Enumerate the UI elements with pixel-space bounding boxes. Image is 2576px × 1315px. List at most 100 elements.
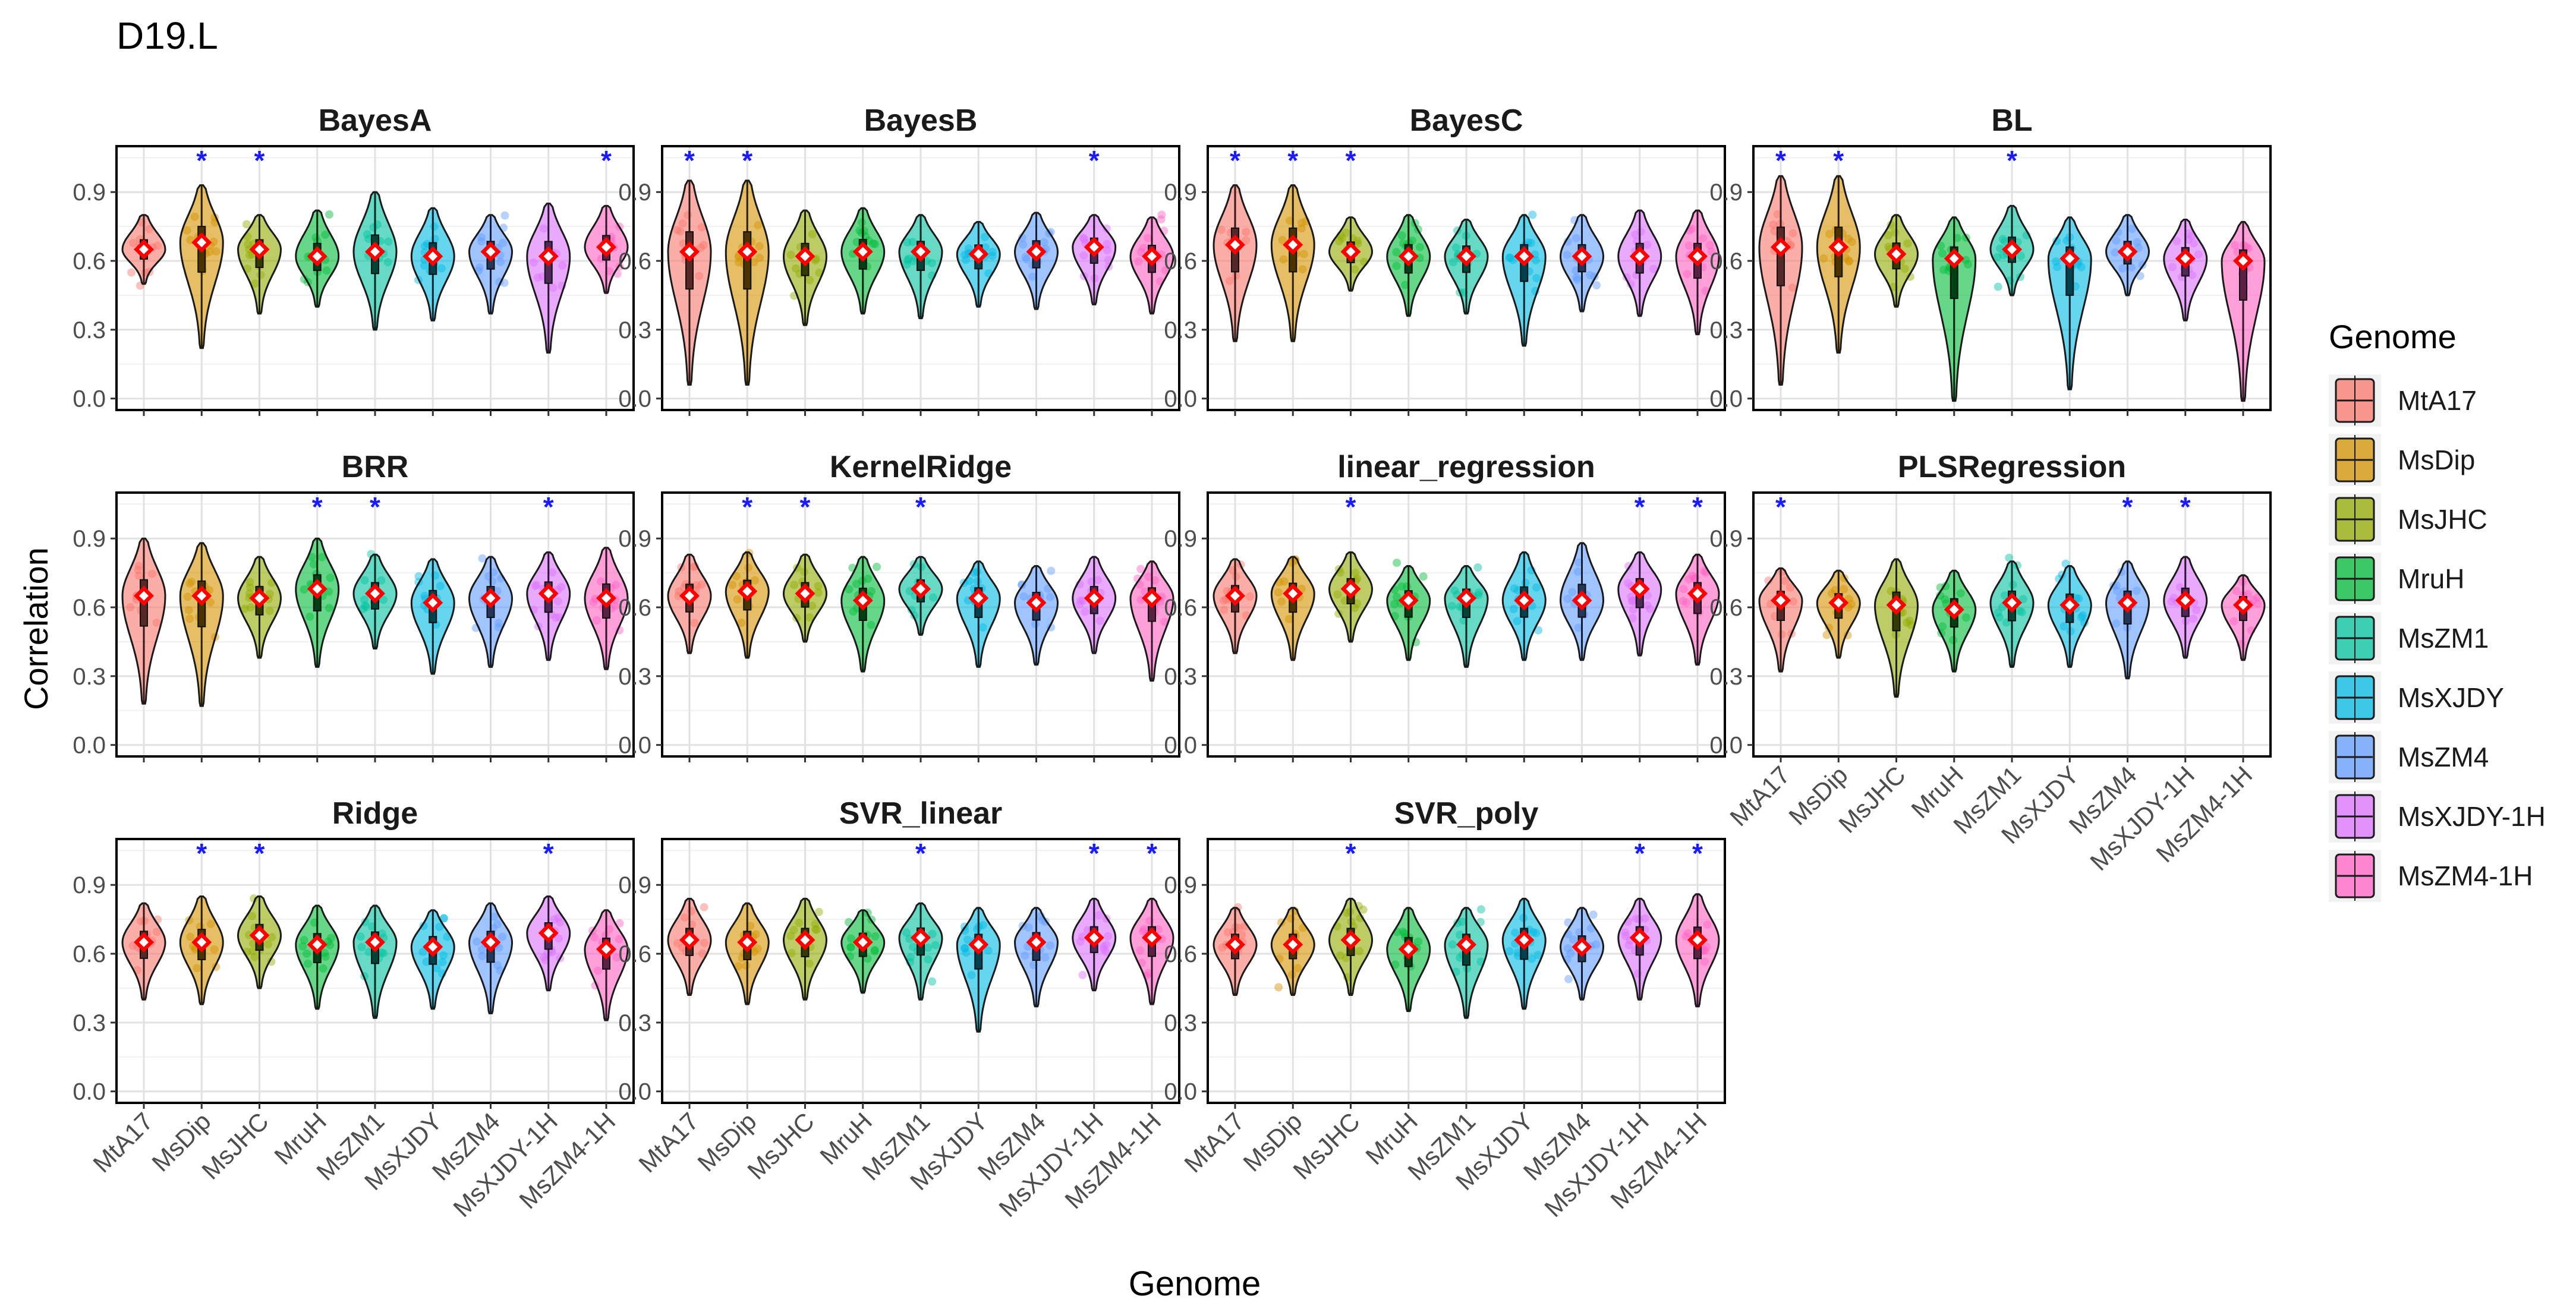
violin-mta17 (121, 537, 166, 705)
y-tick-label: 0.3 (618, 317, 651, 343)
mean-marker-center (1288, 939, 1298, 950)
mean-marker-center (1288, 240, 1298, 250)
mean-marker-center (543, 928, 553, 938)
violin-msxjdy (956, 220, 1001, 308)
jitter-point (1136, 565, 1145, 573)
mean-marker-center (2122, 247, 2133, 257)
legend-label-mszm4-1h: MsZM4-1H (2398, 860, 2533, 891)
significance-marker-msdip: * (196, 838, 207, 869)
mean-marker-center (1776, 242, 1785, 252)
violin-mta17: * (1758, 145, 1803, 386)
violin-msjhc: * (237, 145, 282, 315)
mean-marker-center (916, 247, 925, 257)
mean-marker-center (1230, 240, 1240, 250)
mean-marker-center (1346, 584, 1356, 594)
mean-marker-center (742, 937, 752, 947)
violin-msxjdy (410, 207, 455, 321)
jitter-point (1528, 210, 1537, 219)
violin-mta17 (667, 897, 712, 996)
violin-mszm1 (352, 191, 398, 331)
y-tick-label: 0.0 (1164, 733, 1197, 759)
significance-marker-msjhc: * (1346, 838, 1356, 869)
violin-msjhc (237, 556, 282, 659)
mean-marker-center (1949, 604, 1959, 614)
violin-mszm4-1h (1129, 210, 1174, 315)
jitter-point (873, 563, 881, 571)
mean-marker-center (486, 937, 496, 947)
mean-marker-center (1693, 935, 1702, 945)
violin-mszm4-1h (584, 909, 629, 1021)
violin-mszm4 (1559, 214, 1605, 313)
mean-marker-center (428, 598, 438, 608)
y-tick-label: 0.6 (618, 595, 651, 621)
y-tick-label: 0.0 (1164, 1079, 1197, 1105)
mean-marker-center (312, 251, 322, 261)
y-tick-label: 0.6 (1709, 248, 1743, 275)
y-tick-label: 0.0 (618, 1079, 651, 1105)
mean-marker-center (1403, 595, 1413, 606)
panel-linear-regression: linear_regression * * * 0.0 0.3 0.6 0.9 (1164, 450, 1726, 762)
mean-marker-center (254, 593, 264, 603)
panel-kernelridge: KernelRidge * * * 0.0 0.3 0.6 0.9 (618, 450, 1180, 762)
mean-marker-center (974, 593, 984, 603)
panels: BayesA * * * 0.0 0.3 0.6 0.9 BayesB * * * 0.0 0.3 0.6 0… (73, 103, 2272, 1222)
jitter-point (1589, 910, 1598, 919)
y-tick-label: 0.6 (618, 248, 651, 275)
violin-msjhc (1873, 214, 1919, 308)
violin-msxjdy-1h: * (526, 838, 571, 992)
mean-marker-center (1577, 595, 1587, 606)
mean-marker-center (1577, 942, 1587, 952)
violin-mszm4: * (2105, 491, 2150, 680)
violin-mszm1 (352, 904, 398, 1019)
y-tick-label: 0.9 (1709, 179, 1743, 206)
mean-marker-center (742, 247, 752, 257)
mean-marker-center (139, 937, 149, 947)
panel-title-brr: BRR (342, 450, 409, 484)
mean-marker-center (2007, 244, 2017, 254)
significance-marker-msxjdy-1h: * (2180, 491, 2191, 522)
mean-marker-center (1403, 251, 1413, 261)
legend-item-msxjdy-1h: MsXJDY-1H (2329, 790, 2546, 843)
violin-mszm1 (1444, 905, 1489, 1019)
violin-msxjdy (2047, 559, 2092, 668)
mean-marker-center (1519, 935, 1529, 945)
violin-mruh (840, 556, 886, 673)
mean-marker-center (2065, 600, 2075, 610)
mean-marker-center (543, 588, 553, 598)
violin-mszm4-1h: * (1675, 491, 1720, 666)
legend-item-mta17: MtA17 (2329, 374, 2477, 427)
significance-marker-msxjdy-1h: * (1635, 491, 1645, 522)
violin-mszm4-1h: * (1675, 838, 1720, 1008)
jitter-point (243, 220, 251, 229)
y-tick-label: 0.6 (1164, 941, 1197, 967)
legend: Genome MtA17 MsDip MsJHC MruH MsZM1 MsXJDY MsZ… (2329, 318, 2546, 902)
violin-mta17 (121, 902, 166, 1001)
violin-mszm1 (1444, 563, 1489, 668)
violin-mszm4 (468, 554, 514, 668)
jitter-point (1592, 281, 1601, 289)
mean-marker-center (370, 937, 380, 947)
y-tick-label: 0.3 (618, 1010, 651, 1036)
jitter-point (1473, 563, 1482, 572)
mean-marker-center (139, 591, 149, 601)
panel-title-plsregression: PLSRegression (1898, 450, 2126, 484)
panel-bayesc: BayesC * * * 0.0 0.3 0.6 0.9 (1164, 103, 1726, 416)
figure-title: D19.L (116, 14, 218, 57)
y-tick-label: 0.0 (73, 386, 106, 412)
mean-marker-center (1346, 247, 1356, 257)
violin-msxjdy-1h: * (1617, 491, 1662, 657)
mean-marker-center (197, 937, 207, 947)
violin-mta17 (667, 553, 712, 654)
significance-marker-msxjdy-1h: * (543, 491, 554, 522)
x-axis-title: Genome (1129, 1264, 1261, 1303)
violin-msdip (179, 542, 224, 707)
panel-title-kernelridge: KernelRidge (830, 450, 1012, 484)
panel-title-svr-linear: SVR_linear (839, 796, 1003, 831)
mean-marker-center (602, 593, 611, 603)
mean-marker-center (1346, 935, 1356, 945)
jitter-point (1822, 630, 1831, 639)
mean-marker-center (254, 244, 264, 254)
violin-mszm4-1h (2221, 574, 2266, 661)
violin-mruh: * (295, 491, 340, 668)
y-tick-label: 0.9 (73, 526, 106, 552)
